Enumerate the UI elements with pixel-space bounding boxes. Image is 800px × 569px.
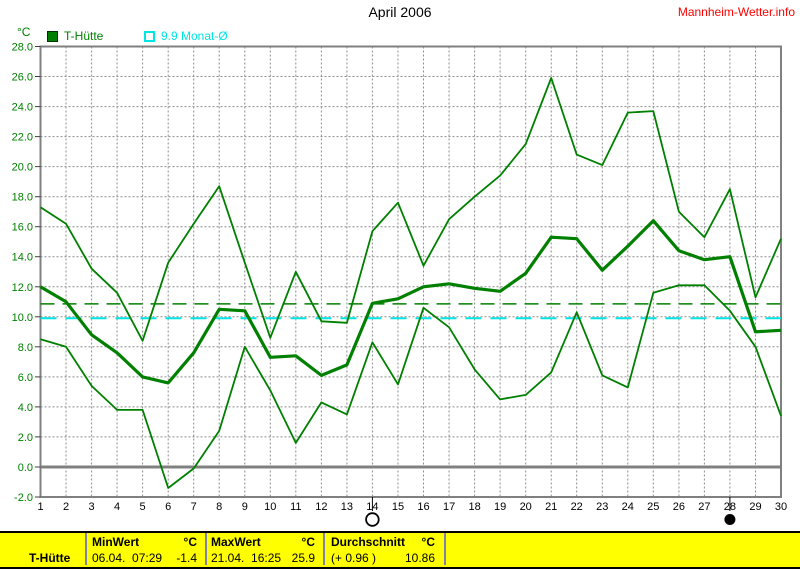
page-title: April 2006 [368, 4, 432, 20]
series-T-Hütte-max [40, 77, 782, 342]
y-tick-label: 20.0 [12, 162, 33, 174]
y-tick-label: 6.0 [18, 372, 33, 384]
x-tick-label: 23 [596, 501, 608, 513]
plot-border [39, 45, 782, 498]
x-tick-label: 29 [749, 501, 761, 513]
minwert-unit: °C [183, 535, 197, 549]
y-tick-label: 22.0 [12, 132, 33, 144]
table-divider [323, 533, 325, 565]
minwert-header: MinWert [92, 535, 140, 549]
y-tick-label: 26.0 [12, 72, 33, 84]
x-tick-label: 18 [468, 501, 480, 513]
series-T-Hütte-min [40, 284, 782, 489]
y-tick-label: 8.0 [18, 342, 33, 354]
x-tick-label: 20 [520, 501, 532, 513]
y-tick-label: 16.0 [12, 222, 33, 234]
x-tick-label: 3 [89, 501, 95, 513]
legend-swatch-open-icon [144, 30, 155, 42]
minwert-timestamp: 06.04. 07:29 [92, 551, 163, 565]
table-divider [205, 533, 207, 565]
x-tick-label: 22 [571, 501, 583, 513]
x-tick-label: 13 [341, 501, 353, 513]
x-tick-label: 30 [775, 501, 787, 513]
y-tick-label: 18.0 [12, 192, 33, 204]
durchschnitt-value: 10.86 [404, 551, 435, 565]
series-T-Hütte-mean [39, 219, 782, 385]
x-tick-label: 26 [673, 501, 685, 513]
x-tick-label: 25 [647, 501, 659, 513]
x-tick-label: 16 [417, 501, 429, 513]
y-axis-unit-label: °C [17, 25, 31, 39]
x-tick-label: 5 [140, 501, 146, 513]
y-tick-label: 4.0 [18, 402, 33, 414]
summary-table [0, 531, 800, 569]
x-tick-label: 7 [191, 501, 197, 513]
y-tick-label: 28.0 [12, 42, 33, 54]
legend-item-thuette: T-Hütte [47, 29, 103, 43]
y-tick-label: -2.0 [14, 492, 33, 504]
legend-item-monat: 9.9 Monat-Ø [144, 29, 228, 43]
y-tick-label: 12.0 [12, 282, 33, 294]
temperature-line-chart: 28.026.024.022.020.018.016.014.012.010.0… [12, 42, 787, 527]
x-tick-label: 17 [443, 501, 455, 513]
y-tick-label: 10.0 [12, 312, 33, 324]
legend-label-thuette: T-Hütte [64, 29, 104, 43]
x-tick-label: 2 [63, 501, 69, 513]
site-link[interactable]: Mannheim-Wetter.info [677, 5, 795, 19]
x-tick-label: 4 [114, 501, 120, 513]
maxwert-timestamp: 21.04. 16:25 [211, 551, 282, 565]
table-divider [444, 533, 446, 565]
durchschnitt-unit: °C [421, 535, 435, 549]
y-tick-label: 0.0 [18, 462, 33, 474]
y-tick-label: 24.0 [12, 102, 33, 114]
durchschnitt-delta: (+ 0.96 ) [331, 551, 377, 565]
y-tick-label: 2.0 [18, 432, 33, 444]
x-tick-label: 6 [165, 501, 171, 513]
x-tick-label: 27 [698, 501, 710, 513]
x-tick-label: 21 [545, 501, 557, 513]
y-tick-label: 14.0 [12, 252, 33, 264]
legend-label-monat: 9.9 Monat-Ø [161, 29, 228, 43]
maxwert-unit: °C [301, 535, 315, 549]
maxwert-value: 25.9 [291, 551, 315, 565]
x-tick-label: 10 [264, 501, 276, 513]
x-tick-label: 24 [622, 501, 634, 513]
full-moon-icon [365, 512, 380, 527]
x-tick-label: 8 [216, 501, 222, 513]
x-tick-label: 15 [392, 501, 404, 513]
table-divider [85, 533, 87, 565]
x-tick-label: 1 [37, 501, 43, 513]
maxwert-header: MaxWert [211, 535, 261, 549]
row-label: T-Hütte [29, 551, 71, 565]
x-tick-label: 9 [242, 501, 248, 513]
new-moon-icon [724, 514, 736, 525]
legend-swatch-filled-icon [47, 30, 58, 42]
x-tick-label: 19 [494, 501, 506, 513]
durchschnitt-header: Durchschnitt [331, 535, 406, 549]
x-tick-label: 11 [290, 501, 301, 513]
minwert-value: -1.4 [176, 551, 197, 565]
x-tick-label: 12 [315, 501, 327, 513]
